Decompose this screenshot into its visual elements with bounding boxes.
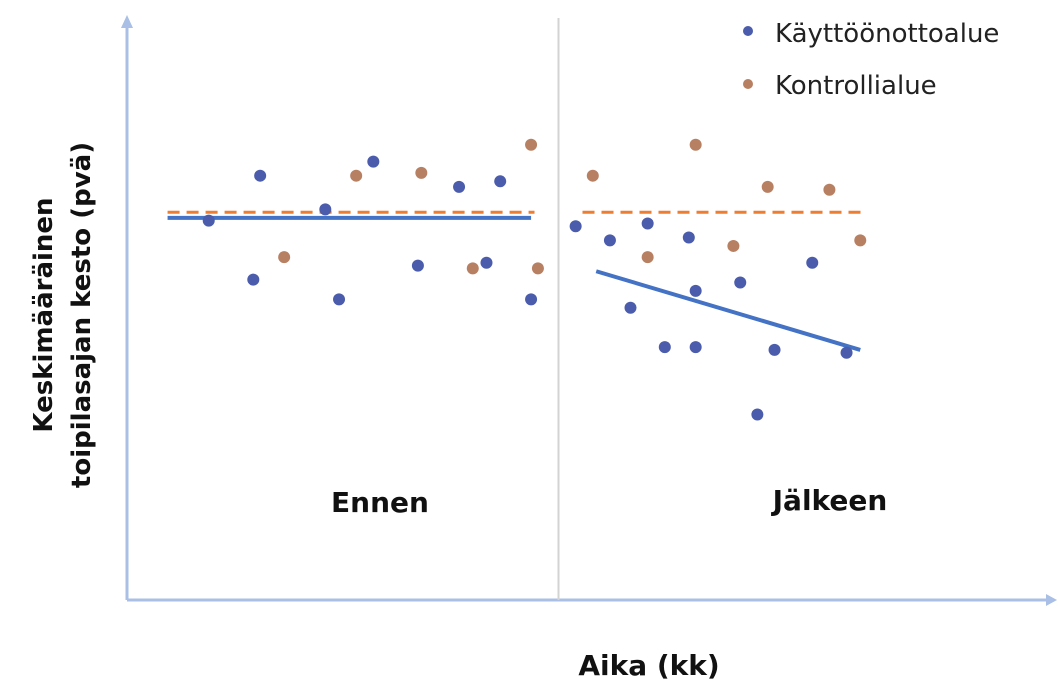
point-kayttoonottoalue-12 <box>569 220 582 233</box>
point-kayttoonottoalue-13 <box>603 234 616 247</box>
point-kontrollialue-2 <box>350 169 363 182</box>
point-kontrollialue-3 <box>415 166 428 179</box>
legend-label-kontrollialue: Kontrollialue <box>775 71 937 101</box>
point-kayttoonottoalue-23 <box>806 256 819 269</box>
point-kontrollialue-1 <box>278 251 291 264</box>
period-label-before: Ennen <box>331 486 429 519</box>
point-kayttoonottoalue-20 <box>734 276 747 289</box>
point-kontrollialue-4 <box>466 262 479 275</box>
point-kayttoonottoalue-5 <box>333 293 346 306</box>
point-kontrollialue-10 <box>727 239 740 252</box>
point-kayttoonottoalue-18 <box>689 284 702 297</box>
point-kontrollialue-5 <box>525 138 538 151</box>
point-kontrollialue-11 <box>761 180 774 193</box>
y-axis-arrow-icon <box>121 15 133 28</box>
y-axis-label-line-2: toipilasajan kesto (pvä) <box>67 142 97 488</box>
point-kayttoonottoalue-16 <box>658 341 671 354</box>
point-kayttoonottoalue-1 <box>202 214 215 227</box>
point-kayttoonottoalue-7 <box>411 259 424 272</box>
point-kayttoonottoalue-4 <box>319 203 332 216</box>
point-kontrollialue-6 <box>531 262 544 275</box>
x-axis-label: Aika (kk) <box>578 649 719 682</box>
period-label-after: Jälkeen <box>771 484 888 517</box>
point-kayttoonottoalue-22 <box>768 343 781 356</box>
y-axis-label-line-1: Keskimääräinen <box>29 197 59 432</box>
x-axis-arrow-icon <box>1046 594 1057 606</box>
point-kontrollialue-12 <box>823 183 836 196</box>
point-kontrollialue-8 <box>641 251 654 264</box>
point-kayttoonottoalue-21 <box>751 408 764 421</box>
point-kontrollialue-7 <box>586 169 599 182</box>
point-kayttoonottoalue-24 <box>840 346 853 359</box>
point-kayttoonottoalue-17 <box>682 231 695 244</box>
point-kayttoonottoalue-9 <box>480 256 493 269</box>
legend-marker-kayttoonottoalue <box>743 26 753 36</box>
point-kayttoonottoalue-14 <box>624 301 637 314</box>
point-kayttoonottoalue-19 <box>689 341 702 354</box>
point-kayttoonottoalue-11 <box>525 293 538 306</box>
point-kontrollialue-13 <box>854 234 867 247</box>
legend-marker-kontrollialue <box>743 79 753 89</box>
point-kayttoonottoalue-10 <box>494 175 507 188</box>
data-points <box>202 138 867 421</box>
point-kayttoonottoalue-15 <box>641 217 654 230</box>
trend-lines <box>167 210 868 352</box>
legend: Käyttöönottoalue Kontrollialue <box>743 19 999 101</box>
point-kayttoonottoalue-2 <box>247 273 260 286</box>
legend-label-kayttoonottoalue: Käyttöönottoalue <box>775 19 999 49</box>
trend-line-kayttoonottoalue-2 <box>595 269 861 352</box>
point-kayttoonottoalue-3 <box>254 169 267 182</box>
point-kayttoonottoalue-6 <box>367 155 380 168</box>
point-kayttoonottoalue-8 <box>453 180 466 193</box>
point-kontrollialue-9 <box>689 138 702 151</box>
